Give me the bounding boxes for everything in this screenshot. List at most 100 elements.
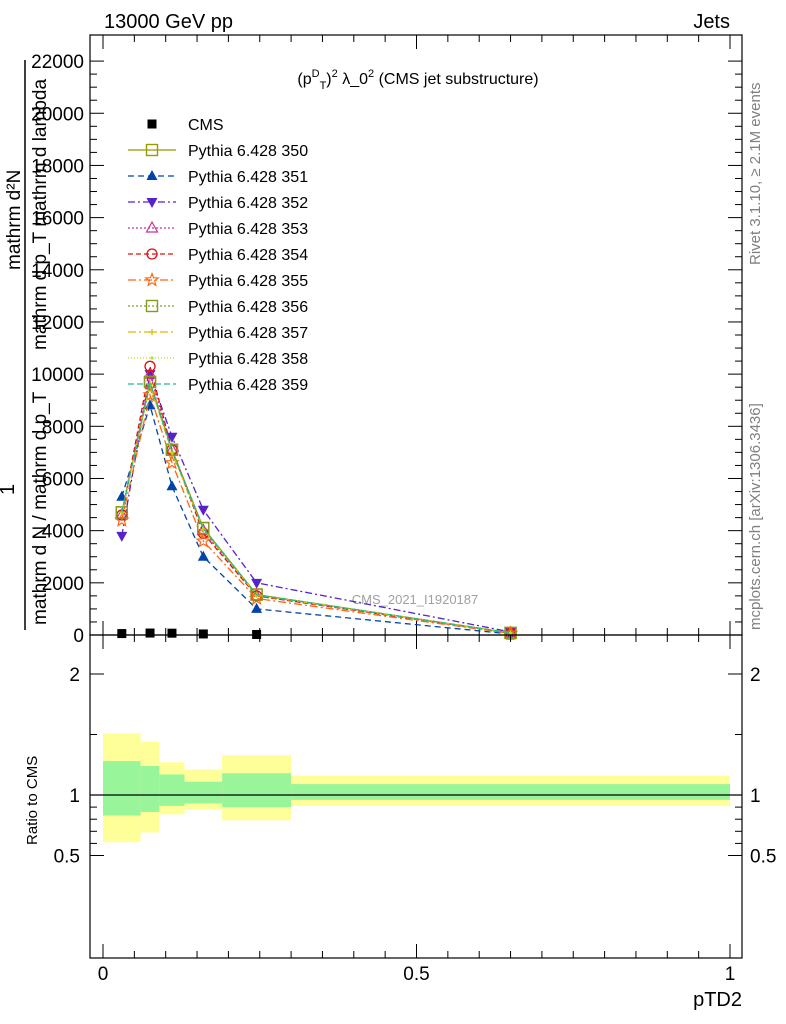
ratio-x-ticks: 0 0.5 1 bbox=[98, 635, 736, 985]
main-y-tick-label: 22000 bbox=[31, 52, 84, 73]
analysis-watermark: CMS_2021_I1920187 bbox=[352, 592, 479, 607]
y-label-denominator: mathrm d p_T mathrm d lambda bbox=[30, 79, 51, 350]
ratio-uncertainty-band-inner bbox=[184, 781, 223, 804]
legend-marker bbox=[145, 220, 159, 233]
main-y-tick-label: 6000 bbox=[42, 469, 84, 490]
legend-label: Pythia 6.428 353 bbox=[188, 221, 308, 238]
data-point bbox=[117, 629, 127, 639]
legend-entry: Pythia 6.428 357 bbox=[128, 325, 308, 342]
legend-entry: Pythia 6.428 352 bbox=[128, 195, 308, 212]
ratio-y-tick-label: 1 bbox=[69, 786, 80, 807]
legend-marker bbox=[146, 248, 158, 260]
ratio-uncertainty-band-inner bbox=[222, 773, 292, 808]
legend-marker bbox=[146, 198, 158, 208]
main-y-tick-label: 10000 bbox=[31, 365, 84, 386]
data-point bbox=[250, 588, 263, 601]
legend-marker bbox=[145, 299, 159, 313]
x-tick-label: 0.5 bbox=[403, 964, 429, 985]
ratio-y-tick-label-right: 1 bbox=[750, 786, 761, 807]
series-10 bbox=[121, 380, 511, 634]
main-y-tick-label: 4000 bbox=[42, 522, 84, 543]
y-label-prefix-one: 1 bbox=[0, 484, 19, 495]
data-point bbox=[144, 360, 156, 372]
legend-label: Pythia 6.428 357 bbox=[188, 325, 308, 342]
data-point bbox=[167, 628, 177, 638]
legend-marker bbox=[150, 356, 154, 360]
data-point bbox=[166, 480, 178, 491]
ratio-y-tick-label-right: 2 bbox=[750, 665, 761, 686]
y-label-numerator: mathrm d²N bbox=[4, 170, 25, 270]
header-process-label: Jets bbox=[693, 11, 730, 33]
legend-entry: Pythia 6.428 350 bbox=[128, 143, 308, 160]
rivet-version-label: Rivet 3.1.10, ≥ 2.1M events bbox=[747, 83, 764, 266]
series-0 bbox=[117, 628, 516, 640]
header-energy-label: 13000 GeV pp bbox=[104, 11, 233, 33]
legend-entry: Pythia 6.428 351 bbox=[128, 169, 308, 186]
plot-title: (pDT)2 λ_02 (CMS jet substructure) bbox=[297, 68, 538, 92]
ratio-y-tick-label-right: 0.5 bbox=[750, 847, 776, 868]
legend-entry: Pythia 6.428 353 bbox=[128, 220, 308, 238]
data-point bbox=[197, 550, 209, 561]
legend-entry: Pythia 6.428 356 bbox=[128, 299, 308, 316]
data-point bbox=[143, 366, 157, 379]
legend-label: CMS bbox=[188, 117, 224, 134]
legend-entry: Pythia 6.428 358 bbox=[128, 351, 308, 368]
legend-marker bbox=[147, 119, 157, 129]
ratio-uncertainty-band-inner bbox=[103, 761, 141, 816]
main-x-ticks bbox=[102, 35, 731, 635]
data-point bbox=[145, 628, 155, 638]
main-y-tick-label: 2000 bbox=[42, 574, 84, 595]
legend-entry: Pythia 6.428 355 bbox=[128, 271, 308, 290]
main-y-tick-label: 8000 bbox=[42, 417, 84, 438]
legend-marker bbox=[145, 143, 159, 157]
ratio-y-tick-label: 0.5 bbox=[54, 847, 80, 868]
data-point bbox=[251, 602, 263, 613]
legend-entry: Pythia 6.428 359 bbox=[128, 377, 308, 394]
legend-label: Pythia 6.428 359 bbox=[188, 377, 308, 394]
data-point bbox=[197, 505, 209, 516]
legend-entry: Pythia 6.428 354 bbox=[128, 247, 308, 264]
ratio-bands bbox=[103, 733, 730, 843]
main-y-tick-label: 20000 bbox=[31, 104, 84, 125]
main-y-tick-label: 14000 bbox=[31, 261, 84, 282]
data-point bbox=[251, 578, 263, 589]
data-point bbox=[197, 521, 210, 535]
main-y-tick-label: 12000 bbox=[31, 313, 84, 334]
series-line bbox=[121, 380, 511, 634]
series-line bbox=[121, 403, 511, 635]
legend: CMS Pythia 6.428 350 Pythia 6.428 351 Pythi… bbox=[128, 117, 308, 394]
main-y-tick-label: 0 bbox=[73, 626, 84, 647]
x-tick-label: 0 bbox=[98, 964, 109, 985]
data-point bbox=[116, 531, 128, 542]
main-y-ticks: 0 2000 4000 6000 8000 10000 12000 14000 16000 180… bbox=[31, 52, 742, 647]
legend-marker bbox=[149, 329, 155, 335]
main-y-axis-label: mathrm d²N mathrm d p_T mathrm d lambda … bbox=[0, 60, 51, 630]
legend-label: Pythia 6.428 354 bbox=[188, 247, 308, 264]
legend-label: Pythia 6.428 352 bbox=[188, 195, 308, 212]
legend-label: Pythia 6.428 355 bbox=[188, 273, 308, 290]
data-point bbox=[508, 631, 513, 635]
ratio-uncertainty-band-inner bbox=[140, 765, 160, 812]
series-line bbox=[121, 392, 511, 635]
ratio-y-ticks: 0.5 0.5 1 1 2 2 bbox=[54, 665, 777, 868]
data-point bbox=[115, 506, 129, 519]
data-point bbox=[142, 386, 158, 402]
legend-marker bbox=[146, 170, 158, 180]
ratio-y-tick-label: 2 bbox=[69, 665, 80, 686]
legend-entry: CMS bbox=[147, 117, 224, 134]
data-point bbox=[195, 532, 212, 548]
legend-label: Pythia 6.428 350 bbox=[188, 143, 308, 160]
legend-label: Pythia 6.428 356 bbox=[188, 299, 308, 316]
data-point bbox=[166, 432, 178, 443]
x-tick-label: 1 bbox=[725, 964, 736, 985]
mcplots-credit-label: mcplots.cern.ch [arXiv:1306.3436] bbox=[747, 403, 764, 630]
legend-label: Pythia 6.428 358 bbox=[188, 351, 308, 368]
y-label-prefix-denominator: mathrm d N / mathrm d p_T bbox=[30, 391, 51, 625]
legend-marker bbox=[144, 271, 160, 287]
main-y-tick-label: 16000 bbox=[31, 209, 84, 230]
ratio-uncertainty-band-inner bbox=[159, 774, 185, 806]
data-point bbox=[198, 629, 208, 639]
ratio-uncertainty-band-inner bbox=[291, 784, 730, 800]
data-point bbox=[170, 450, 174, 454]
